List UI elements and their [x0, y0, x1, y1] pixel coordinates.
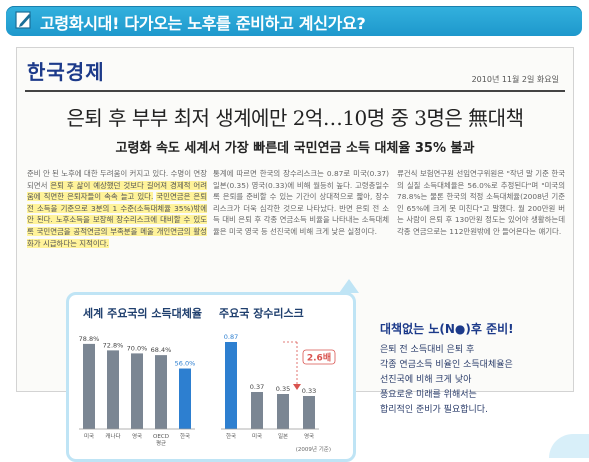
newspaper-date: 2010년 11월 2일 화요일 [471, 75, 559, 84]
bar-1-2 [277, 394, 289, 429]
article-column-1: 준비 안 된 노후에 대한 두려움이 커지고 있다. 수명이 연장되면서 은퇴 … [27, 168, 208, 249]
bar-1-0 [225, 342, 237, 429]
article-text: 준비 안 된 노후에 대한 두려움이 커지고 있다. 수명이 연장되면서 [27, 169, 207, 190]
bar-1-3 [303, 396, 315, 429]
tick-label-1-2: 일본 [278, 432, 288, 440]
tip-line: 합리적인 준비가 필요합니다. [380, 405, 488, 415]
tick-label-1-0: 한국 [226, 433, 236, 440]
annotation-arrow-head [293, 384, 301, 390]
tip-line: 선진국에 비해 크게 낮아 [380, 375, 472, 385]
annotation-label: 2.6배 [307, 352, 331, 364]
tip-line: 풍요로운 미래를 위해서는 [380, 390, 477, 400]
data-label-0-4: 56.0% [175, 360, 196, 368]
chart-title-longevity-risk: 주요국 장수리스크 [219, 307, 304, 320]
bar-1-1 [251, 392, 263, 429]
article-column-2: 통계에 따르면 한국의 장수리스크는 0.87로 미국(0.37) 일본(0.3… [213, 168, 389, 238]
article-text: 통계에 따르면 한국의 장수리스크는 0.87로 미국(0.37) 일본(0.3… [213, 169, 389, 236]
bar-0-3 [155, 355, 167, 429]
data-label-1-3: 0.33 [302, 387, 316, 395]
chart-note: (2009년 기준) [296, 445, 331, 453]
data-label-0-1: 72.8% [103, 341, 124, 349]
chart-title-replacement-rate: 세계 주요국의 소득대체율 [83, 307, 202, 320]
data-label-1-0: 0.87 [224, 333, 238, 341]
data-label-1-2: 0.35 [276, 385, 290, 393]
tick-label-0-2: 영국 [132, 432, 142, 440]
data-label-0-2: 70.0% [127, 344, 148, 352]
header-banner: 고령화시대! 다가오는 노후를 준비하고 계신가요? [6, 6, 582, 36]
tick-label-1-3: 영국 [304, 432, 314, 440]
tick-label-1-1: 미국 [252, 432, 262, 440]
tick-label-0-4: 한국 [180, 433, 190, 440]
tick-label-0-3: 평균 [156, 440, 166, 447]
bar-0-4 [179, 368, 191, 429]
article-text: 류건식 보험연구원 선임연구위원은 "작년 말 기준 한국의 실질 소득대체율은… [397, 169, 565, 236]
masthead-divider [25, 90, 565, 92]
article-column-3: 류건식 보험연구원 선임연구위원은 "작년 말 기준 한국의 실질 소득대체율은… [397, 168, 565, 238]
data-label-0-0: 78.8% [79, 335, 100, 343]
banner-title: 고령화시대! 다가오는 노후를 준비하고 계신가요? [40, 14, 366, 33]
article-subheadline: 고령화 속도 세계서 가장 빠른데 국민연금 소득 대체율 35% 불과 [115, 141, 475, 156]
bar-0-1 [107, 350, 119, 429]
tip-title: 대책없는 노(N●)후 준비! [380, 322, 514, 336]
bar-0-0 [83, 343, 95, 429]
tip-line: 은퇴 전 소득대비 은퇴 후 [380, 345, 475, 355]
tip-line: 각종 연금소득 비율인 소득대체율은 [380, 360, 513, 370]
tick-label-0-1: 캐나다 [105, 432, 120, 440]
corner-decoration [549, 434, 589, 458]
bar-0-2 [131, 353, 143, 429]
newspaper-masthead: 한국경제 [27, 60, 105, 84]
tick-label-0-3: OECD [153, 434, 169, 440]
annotation-badge [302, 349, 336, 365]
chart-panel: 세계 주요국의 소득대체율 주요국 장수리스크 78.8% 미국 72.8% 캐나다 7… [66, 279, 359, 462]
tick-label-0-0: 미국 [84, 432, 94, 440]
pencil-note-icon [15, 11, 31, 29]
data-label-1-1: 0.37 [250, 383, 264, 391]
article-headline: 은퇴 후 부부 최저 생계에만 2억…10명 중 3명은 無대책 [66, 106, 524, 130]
data-label-0-3: 68.4% [151, 346, 172, 354]
